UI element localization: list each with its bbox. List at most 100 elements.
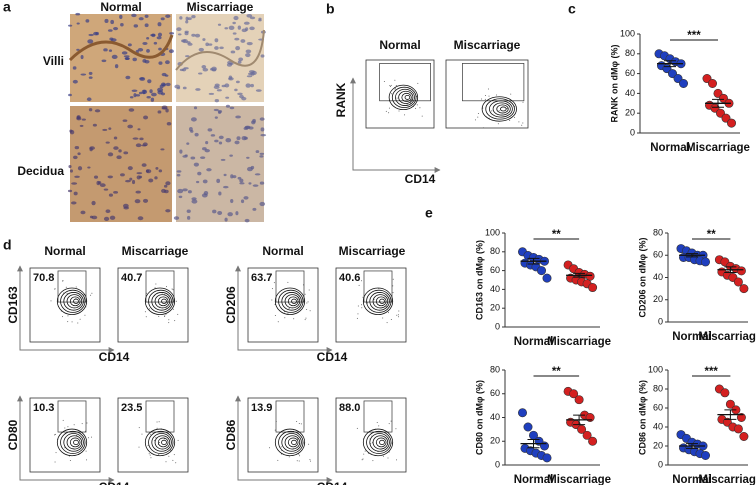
nucleus xyxy=(248,72,253,76)
event xyxy=(138,446,140,448)
nucleus xyxy=(187,42,193,46)
error-bar xyxy=(573,414,586,426)
event xyxy=(174,320,176,322)
nucleus xyxy=(127,166,133,171)
contour xyxy=(369,292,390,311)
event xyxy=(172,308,174,310)
contour xyxy=(69,437,81,448)
nucleus xyxy=(225,138,232,143)
event xyxy=(477,112,479,114)
event xyxy=(69,459,71,461)
nucleus xyxy=(157,32,163,37)
nucleus xyxy=(249,26,255,31)
x-tick-label: Miscarriage xyxy=(547,336,611,348)
nucleus xyxy=(137,216,144,221)
y-axis-label: CD163 on dMφ (%) xyxy=(474,240,484,320)
nucleus xyxy=(218,141,223,145)
nucleus xyxy=(160,148,165,151)
event xyxy=(271,288,273,290)
nucleus xyxy=(69,169,73,173)
event xyxy=(173,454,175,456)
x-tick-label: Normal xyxy=(514,474,554,485)
nucleus xyxy=(72,66,77,70)
nucleus xyxy=(77,152,81,156)
event xyxy=(164,315,166,317)
row-label: Villi xyxy=(43,54,64,68)
nucleus xyxy=(179,68,185,72)
axis-label: RANK xyxy=(334,82,348,117)
nucleus xyxy=(255,89,262,92)
contour xyxy=(151,292,172,311)
nucleus xyxy=(228,75,233,80)
event xyxy=(274,314,276,316)
nucleus xyxy=(138,91,143,95)
nucleus xyxy=(103,188,109,191)
event xyxy=(177,439,179,441)
nucleus xyxy=(260,127,265,132)
contour xyxy=(391,86,417,109)
contour xyxy=(366,289,392,313)
event xyxy=(148,453,150,455)
x-tick-label: Normal xyxy=(650,142,690,154)
contour xyxy=(372,435,389,450)
significance: ** xyxy=(552,229,561,241)
nucleus xyxy=(246,156,250,159)
nucleus xyxy=(210,134,216,137)
nucleus xyxy=(224,27,229,30)
nucleus xyxy=(146,36,150,40)
data-point xyxy=(739,431,749,441)
nucleus xyxy=(217,210,223,215)
nucleus xyxy=(87,166,91,169)
event xyxy=(488,95,490,97)
y-tick-label: 60 xyxy=(625,68,635,78)
nucleus xyxy=(123,55,130,58)
nucleus xyxy=(141,89,148,95)
nucleus xyxy=(229,106,235,110)
nucleus xyxy=(134,199,141,204)
event xyxy=(496,94,498,96)
contour xyxy=(366,430,392,454)
nucleus xyxy=(129,96,134,99)
nucleus xyxy=(125,75,131,80)
event xyxy=(67,315,69,317)
nucleus xyxy=(114,64,119,69)
nucleus xyxy=(104,18,109,24)
event xyxy=(284,311,286,313)
event xyxy=(510,93,512,95)
error-bar xyxy=(527,257,540,265)
event xyxy=(307,301,309,303)
nucleus xyxy=(128,108,135,112)
event xyxy=(404,114,406,116)
nucleus xyxy=(191,199,198,204)
y-axis-label: RANK on dMφ (%) xyxy=(609,45,619,123)
nucleus xyxy=(109,37,114,41)
event xyxy=(298,460,300,462)
event xyxy=(395,428,397,430)
event xyxy=(302,284,304,286)
nucleus xyxy=(246,41,253,46)
gate xyxy=(462,63,525,102)
nucleus xyxy=(206,168,212,172)
nucleus xyxy=(91,200,96,206)
event xyxy=(73,424,75,426)
event xyxy=(86,459,88,461)
nucleus xyxy=(155,166,159,170)
data-point xyxy=(725,399,735,409)
panel-label: e xyxy=(425,205,433,221)
event xyxy=(392,292,394,294)
nucleus xyxy=(216,89,222,92)
nucleus xyxy=(245,49,252,54)
axis-label: CD206 xyxy=(224,286,238,324)
event xyxy=(309,459,311,461)
nucleus xyxy=(85,19,90,23)
contour xyxy=(157,437,169,448)
nucleus xyxy=(230,174,234,179)
nucleus xyxy=(79,124,84,127)
nucleus xyxy=(121,51,128,55)
contour xyxy=(362,428,394,457)
x-tick-label: Normal xyxy=(672,474,712,485)
nucleus xyxy=(193,106,198,110)
nucleus xyxy=(113,191,119,194)
contour xyxy=(485,98,515,120)
event xyxy=(172,459,174,461)
